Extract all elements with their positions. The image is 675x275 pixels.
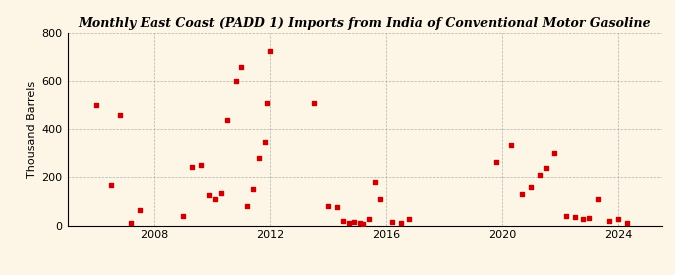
Point bbox=[526, 185, 537, 189]
Point bbox=[604, 218, 615, 223]
Point bbox=[387, 220, 398, 224]
Point bbox=[187, 164, 198, 169]
Point bbox=[195, 163, 206, 167]
Point bbox=[369, 180, 380, 184]
Point bbox=[178, 214, 189, 218]
Point bbox=[105, 182, 116, 187]
Point bbox=[221, 117, 232, 122]
Point bbox=[404, 217, 415, 222]
Point bbox=[216, 191, 227, 195]
Title: Monthly East Coast (PADD 1) Imports from India of Conventional Motor Gasoline: Monthly East Coast (PADD 1) Imports from… bbox=[78, 17, 651, 31]
Point bbox=[621, 221, 632, 225]
Point bbox=[506, 143, 516, 147]
Point bbox=[323, 204, 333, 208]
Point bbox=[210, 197, 221, 201]
Point bbox=[375, 197, 386, 201]
Point bbox=[343, 221, 354, 225]
Point bbox=[331, 205, 342, 210]
Point bbox=[535, 173, 545, 177]
Point bbox=[560, 214, 571, 218]
Point bbox=[540, 166, 551, 170]
Point bbox=[253, 156, 264, 160]
Point bbox=[265, 49, 275, 53]
Point bbox=[549, 151, 560, 155]
Point bbox=[363, 217, 374, 222]
Point bbox=[134, 208, 145, 212]
Point bbox=[248, 187, 259, 192]
Point bbox=[613, 217, 624, 222]
Point bbox=[569, 215, 580, 219]
Point bbox=[126, 221, 136, 225]
Point bbox=[358, 222, 369, 227]
Point bbox=[396, 221, 406, 225]
Point bbox=[517, 192, 528, 196]
Y-axis label: Thousand Barrels: Thousand Barrels bbox=[28, 81, 37, 178]
Point bbox=[230, 79, 241, 83]
Point bbox=[91, 103, 102, 107]
Point bbox=[262, 101, 273, 105]
Point bbox=[593, 197, 603, 201]
Point bbox=[236, 65, 247, 69]
Point bbox=[355, 221, 366, 225]
Point bbox=[584, 216, 595, 221]
Point bbox=[242, 204, 252, 208]
Point bbox=[204, 193, 215, 198]
Point bbox=[338, 218, 348, 223]
Point bbox=[349, 220, 360, 224]
Point bbox=[491, 160, 502, 164]
Point bbox=[259, 140, 270, 145]
Point bbox=[308, 101, 319, 105]
Point bbox=[114, 113, 125, 117]
Point bbox=[578, 217, 589, 222]
